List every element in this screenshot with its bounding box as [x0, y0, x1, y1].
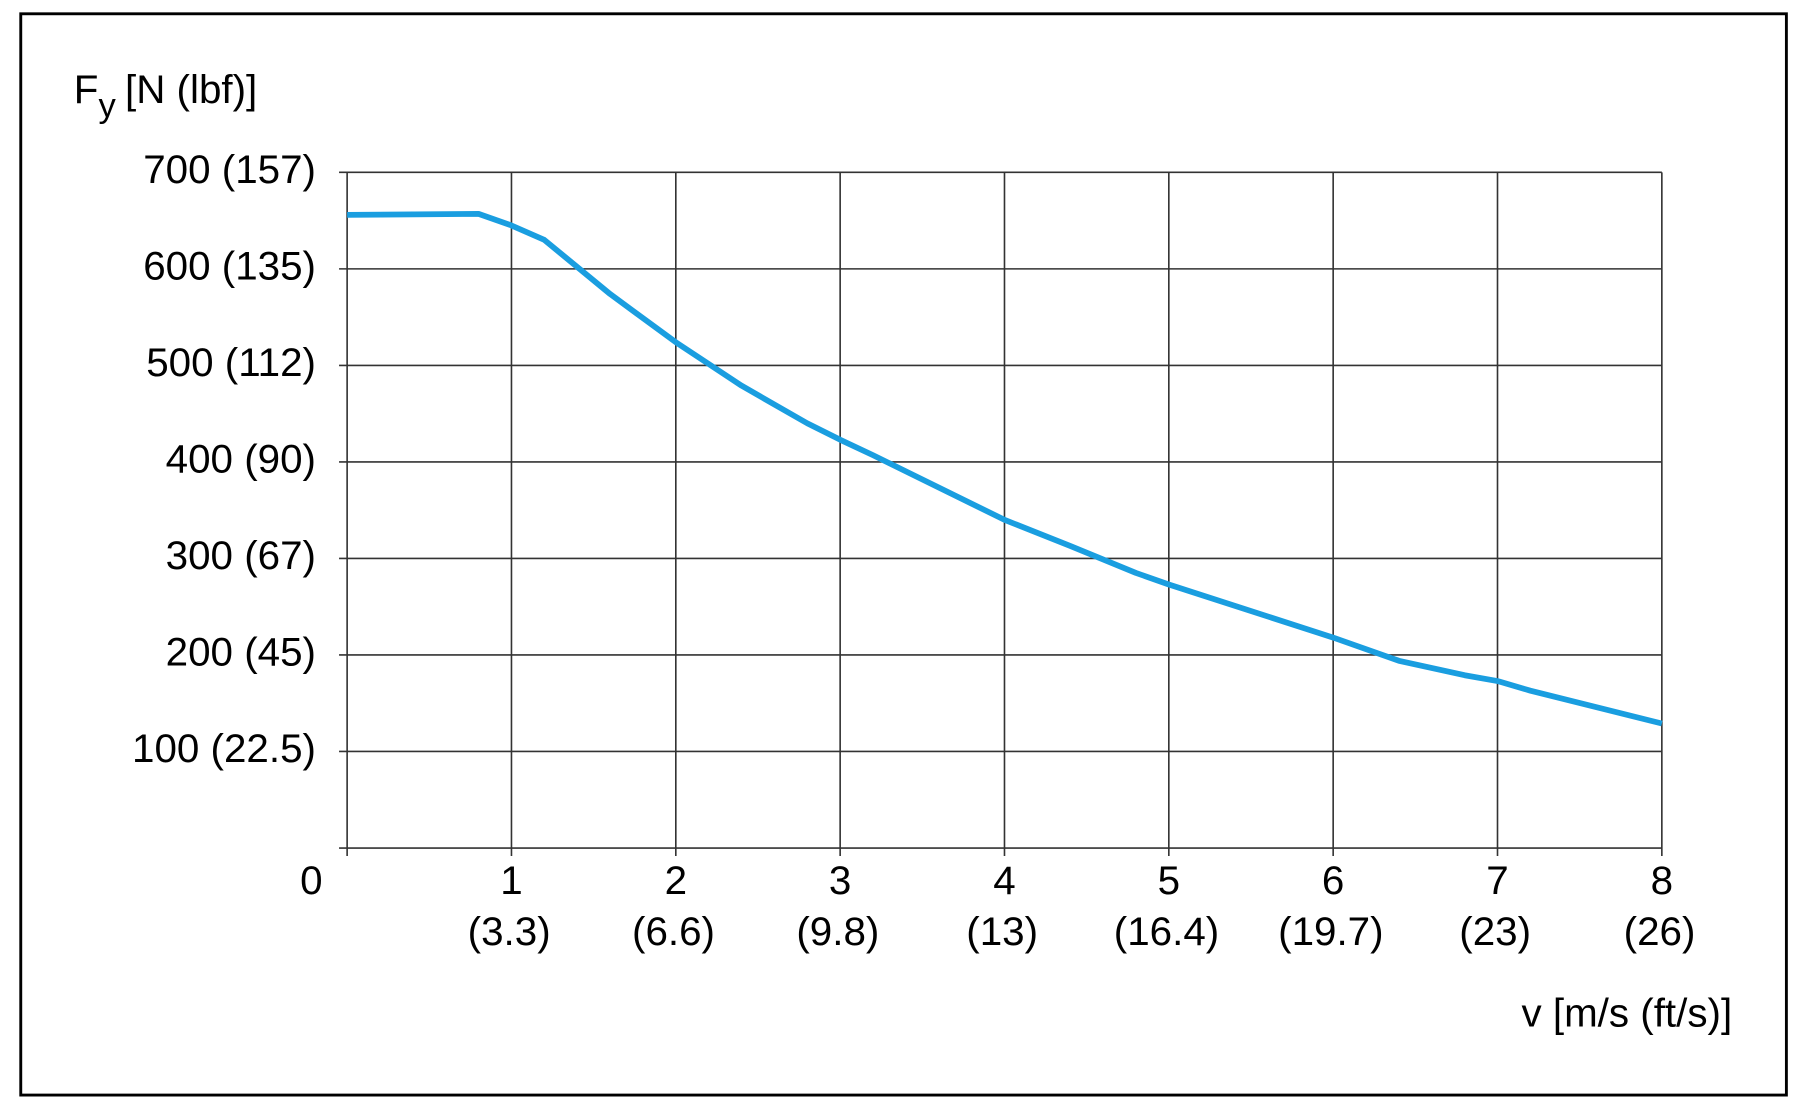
x-tick-sublabel: (9.8)	[796, 909, 879, 954]
x-tick-label: 1	[500, 858, 522, 903]
y-tick-label: 500 (112)	[146, 340, 316, 385]
data-line	[347, 210, 1663, 727]
y-label-main: F	[74, 67, 99, 112]
x-tick-label: 6	[1322, 858, 1344, 903]
y-tick-label: 400 (90)	[166, 437, 316, 482]
x-tick-label: 2	[665, 858, 687, 903]
x-tick-label: 5	[1158, 858, 1180, 903]
y-tick-label: 100 (22.5)	[132, 726, 316, 771]
y-axis-label: Fy [N (lbf)]	[74, 67, 257, 125]
frame	[19, 12, 1788, 1097]
x-axis-label: v [m/s (ft/s)]	[1521, 990, 1732, 1035]
y-tick-label: 600 (135)	[143, 244, 316, 289]
x-tick-label: 3	[829, 858, 851, 903]
x-tick-label: 7	[1486, 858, 1508, 903]
x-tick-sublabel: (3.3)	[468, 909, 551, 954]
y-label-sub: y	[98, 87, 116, 125]
y-label-unit: [N (lbf)]	[125, 67, 257, 112]
x-tick-sublabel: (13)	[966, 909, 1038, 954]
x-tick-label: 8	[1651, 858, 1673, 903]
y-tick-label: 700 (157)	[143, 147, 316, 192]
x-tick-sublabel: (6.6)	[632, 909, 715, 954]
x-tick-label: 4	[993, 858, 1015, 903]
x-tick-sublabel: (19.7)	[1278, 909, 1383, 954]
x-tick-sublabel: (23)	[1459, 909, 1531, 954]
y-tick-label: 300 (67)	[166, 533, 316, 578]
y-tick-label: 0	[300, 858, 322, 903]
x-tick-sublabel: (26)	[1624, 909, 1696, 954]
x-tick-sublabel: (16.4)	[1114, 909, 1219, 954]
y-tick-label: 200 (45)	[166, 630, 316, 675]
